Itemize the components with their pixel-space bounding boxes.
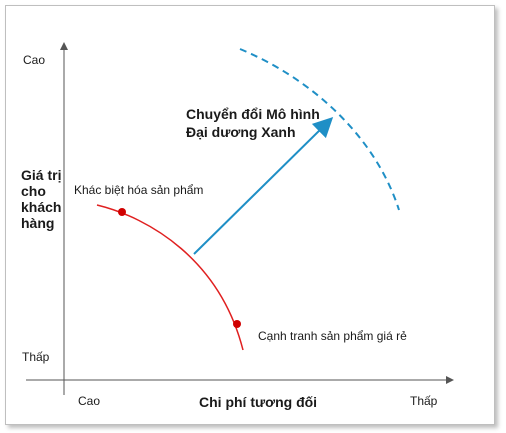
y-axis-title-line-4: hàng bbox=[21, 215, 54, 231]
y-low-label: Thấp bbox=[22, 350, 50, 364]
differentiation-label: Khác biệt hóa sản phẩm bbox=[74, 183, 203, 197]
shift-label-line-1: Chuyển đổi Mô hình bbox=[186, 106, 320, 122]
diagram-frame bbox=[5, 5, 495, 425]
x-right-label: Thấp bbox=[410, 394, 438, 408]
shift-arrow bbox=[193, 116, 334, 255]
x-axis-title: Chi phí tương đối bbox=[199, 394, 317, 410]
y-axis-title-line-2: cho bbox=[21, 183, 46, 199]
low-cost-label: Cạnh tranh sản phẩm giá rẻ bbox=[258, 329, 407, 343]
shift-label-line-2: Đại dương Xanh bbox=[186, 124, 296, 140]
x-left-label: Cao bbox=[78, 394, 100, 408]
differentiation-point bbox=[118, 208, 126, 216]
red-value-curve bbox=[96, 204, 244, 351]
y-axis-title-line-1: Giá trị bbox=[21, 167, 61, 183]
blue-ocean-curve bbox=[239, 48, 400, 211]
low-cost-point bbox=[233, 320, 241, 328]
y-axis-title-line-3: khách bbox=[21, 199, 61, 215]
y-high-label: Cao bbox=[23, 53, 45, 67]
